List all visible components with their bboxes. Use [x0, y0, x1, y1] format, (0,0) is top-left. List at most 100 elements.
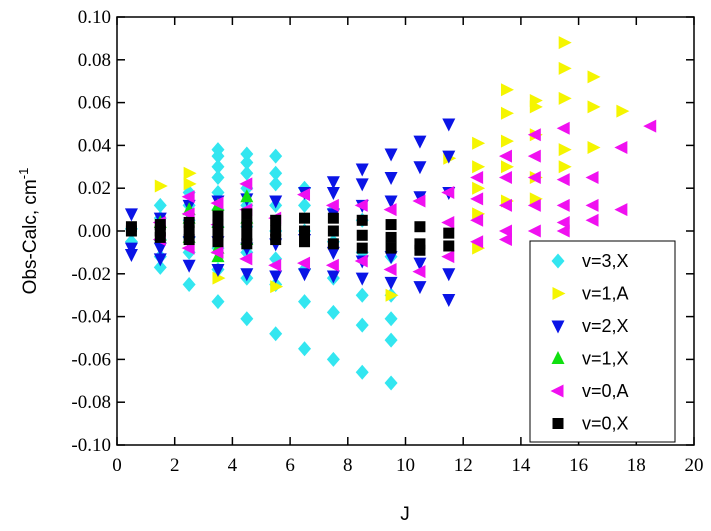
point [385, 288, 399, 302]
point [154, 231, 166, 243]
y-tick-label: 0.10 [78, 7, 111, 28]
point [587, 70, 601, 84]
point [211, 170, 225, 185]
point [556, 198, 570, 212]
point [384, 148, 398, 162]
point [443, 227, 455, 239]
point [212, 236, 224, 248]
point [384, 311, 398, 327]
point [384, 375, 398, 391]
point [529, 100, 543, 114]
point [355, 163, 369, 177]
y-tick-label: 0.04 [78, 135, 112, 156]
point [558, 36, 572, 50]
point [212, 229, 224, 241]
point [299, 212, 311, 224]
point [356, 242, 368, 254]
point [472, 207, 486, 221]
point [442, 293, 456, 307]
point [498, 171, 512, 184]
legend-label: v=1,X [582, 349, 629, 369]
point [326, 176, 340, 190]
point [298, 197, 312, 213]
point [269, 148, 283, 164]
point [558, 143, 572, 157]
point [413, 135, 427, 149]
x-tick-label: 18 [627, 455, 646, 476]
point [500, 160, 514, 174]
point [383, 263, 397, 277]
point [269, 195, 283, 209]
point [470, 235, 484, 249]
point [442, 150, 456, 164]
point [153, 197, 167, 213]
point [385, 219, 397, 231]
x-tick-label: 20 [685, 455, 704, 476]
point [327, 225, 339, 237]
point [210, 245, 224, 259]
point [354, 254, 368, 268]
point [470, 171, 484, 184]
point [500, 134, 514, 148]
point [384, 332, 398, 348]
series [125, 208, 455, 256]
point [470, 213, 484, 227]
legend-marker [550, 384, 564, 398]
point [384, 251, 398, 265]
legend-box [529, 240, 676, 443]
point [500, 106, 514, 120]
point [527, 149, 541, 163]
point [587, 100, 601, 114]
point [527, 171, 541, 184]
point [298, 341, 312, 357]
point [443, 240, 455, 252]
point [326, 351, 340, 367]
point [616, 104, 630, 118]
point [325, 198, 339, 212]
point [298, 268, 312, 282]
point [239, 177, 253, 191]
point [384, 195, 398, 209]
point [413, 281, 427, 295]
point [183, 225, 195, 237]
point [211, 159, 225, 175]
y-tick-label: -0.02 [71, 264, 111, 285]
point [498, 149, 512, 163]
point [556, 121, 570, 135]
point [270, 234, 282, 246]
point [412, 194, 426, 208]
point [153, 259, 167, 275]
point [498, 224, 512, 238]
point [500, 83, 514, 97]
point [442, 268, 456, 282]
x-tick-label: 4 [228, 455, 238, 476]
point [356, 229, 368, 241]
point [182, 277, 196, 292]
point [211, 148, 225, 164]
point [270, 280, 284, 294]
legend-marker [551, 320, 565, 334]
x-tick-label: 12 [454, 455, 473, 476]
point [587, 141, 601, 155]
point [354, 198, 368, 212]
point [240, 311, 254, 327]
series [154, 36, 630, 302]
point [527, 224, 541, 238]
point [441, 185, 455, 199]
point [212, 210, 224, 222]
point [383, 203, 397, 217]
point [558, 91, 572, 105]
legend-label: v=3,X [582, 251, 629, 271]
point [356, 214, 368, 226]
x-tick-label: 6 [285, 455, 295, 476]
point [355, 317, 369, 333]
x-tick-label: 10 [396, 455, 415, 476]
y-tick-label: -0.04 [71, 307, 111, 328]
point [124, 249, 138, 263]
point [124, 208, 138, 222]
point [239, 252, 253, 266]
y-tick-label: 0.08 [78, 50, 111, 71]
point [240, 268, 254, 282]
point [183, 216, 195, 228]
